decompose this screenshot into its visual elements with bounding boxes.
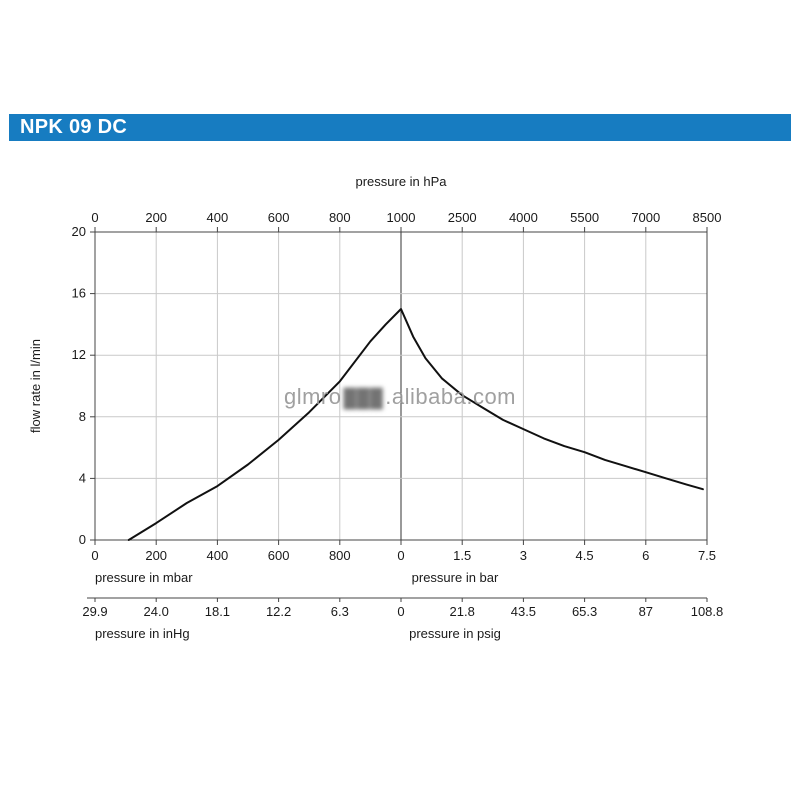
y-tick-label: 0 [79,532,86,547]
chart: 0 200 400 600 800 1000 2500 4000 5500 7000 8500 pre… [0,160,800,700]
top-tick-label: 1000 [387,210,416,225]
bar-axis-title: pressure in bar [412,570,499,585]
secondary-tick-label: 6.3 [331,604,349,619]
inhg-axis-title: pressure in inHg [95,626,190,641]
secondary-tick-label: 21.8 [450,604,475,619]
y-tick-label: 16 [72,286,86,301]
top-tick-label: 400 [207,210,229,225]
top-tick-label: 200 [145,210,167,225]
top-axis-title: pressure in hPa [355,174,447,189]
top-tick-label: 2500 [448,210,477,225]
top-tick-label: 4000 [509,210,538,225]
top-tick-label: 8500 [693,210,722,225]
bottom-tick-label: 400 [207,548,229,563]
bottom-tick-label: 7.5 [698,548,716,563]
chart-svg: 0 200 400 600 800 1000 2500 4000 5500 7000 8500pre… [28,174,724,641]
bottom-tick-label: 800 [329,548,351,563]
y-tick-label: 20 [72,224,86,239]
secondary-tick-label: 24.0 [144,604,169,619]
y-axis-title: flow rate in l/min [28,339,43,433]
top-tick-label: 0 [91,210,98,225]
header-bar: NPK 09 DC [9,114,791,141]
bottom-tick-label: 3 [520,548,527,563]
bottom-tick-label: 600 [268,548,290,563]
secondary-tick-label: 43.5 [511,604,536,619]
y-tick-label: 8 [79,409,86,424]
bottom-tick-label: 0 [397,548,404,563]
top-tick-label: 5500 [570,210,599,225]
bottom-tick-label: 4.5 [576,548,594,563]
mbar-axis-title: pressure in mbar [95,570,193,585]
top-tick-label: 7000 [631,210,660,225]
page-title: NPK 09 DC [20,116,128,138]
bottom-tick-label: 200 [145,548,167,563]
flow-curve [127,308,704,541]
secondary-tick-label: 29.9 [82,604,107,619]
secondary-tick-label: 87 [639,604,653,619]
top-tick-label: 600 [268,210,290,225]
top-tick-label: 800 [329,210,351,225]
y-tick-label: 12 [72,347,86,362]
secondary-tick-label: 65.3 [572,604,597,619]
secondary-tick-label: 108.8 [691,604,724,619]
bottom-tick-label: 6 [642,548,649,563]
secondary-tick-label: 12.2 [266,604,291,619]
bottom-tick-label: 0 [91,548,98,563]
secondary-tick-label: 18.1 [205,604,230,619]
y-tick-label: 4 [79,470,86,485]
bottom-tick-label: 1.5 [453,548,471,563]
psig-axis-title: pressure in psig [409,626,501,641]
secondary-tick-label: 0 [397,604,404,619]
